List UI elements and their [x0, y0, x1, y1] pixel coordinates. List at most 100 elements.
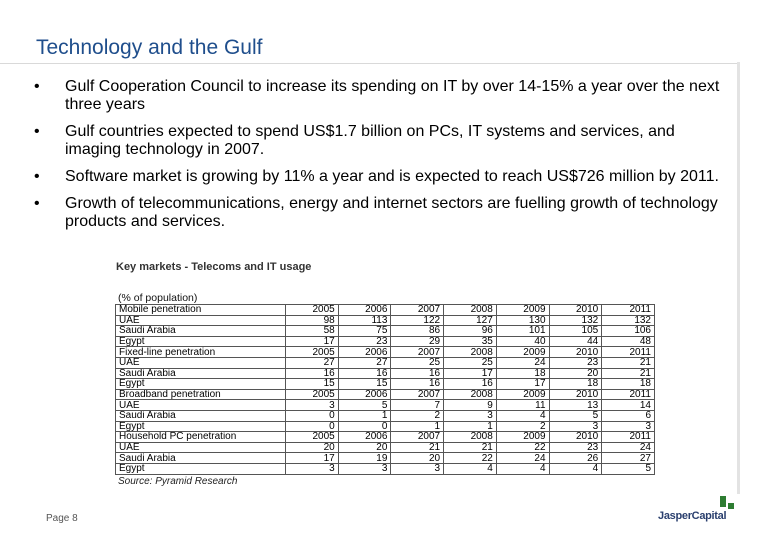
value-cell: 27	[337, 356, 392, 369]
value-cell: 1	[390, 420, 445, 433]
value-cell: 17	[495, 378, 550, 390]
value-cell: 3	[601, 420, 655, 433]
value-cell: 23	[548, 441, 603, 454]
value-cell: 18	[548, 378, 603, 390]
value-cell: 1	[443, 420, 497, 433]
value-cell: 5	[548, 409, 603, 422]
year-header-cell: 2008	[443, 346, 497, 358]
year-header-cell: 2007	[390, 431, 445, 443]
year-header-cell: 2010	[548, 304, 603, 316]
year-header-cell: 2006	[337, 431, 392, 443]
table-title: Key markets - Telecoms and IT usage	[116, 261, 312, 273]
year-header-cell: 2010	[548, 388, 603, 401]
value-cell: 11	[495, 399, 550, 411]
year-header-cell: 2011	[601, 388, 655, 401]
value-cell: 20	[337, 441, 392, 454]
value-cell: 4	[548, 462, 603, 475]
year-header-cell: 2010	[548, 431, 603, 443]
year-header-cell: 2005	[285, 346, 339, 358]
year-header-cell: 2007	[390, 346, 445, 358]
year-header-cell: 2005	[285, 304, 339, 316]
value-cell: 16	[390, 378, 445, 390]
value-cell: 130	[495, 314, 550, 327]
value-cell: 24	[495, 452, 550, 464]
year-header-cell: 2007	[390, 388, 445, 401]
bullet-dot: •	[34, 168, 40, 185]
value-cell: 101	[495, 325, 550, 337]
value-cell: 105	[548, 325, 603, 337]
value-cell: 17	[285, 452, 339, 464]
value-cell: 75	[337, 325, 392, 337]
value-cell: 4	[495, 409, 550, 422]
value-cell: 9	[443, 399, 497, 411]
value-cell: 98	[285, 314, 339, 327]
year-header-cell: 2010	[548, 346, 603, 358]
value-cell: 3	[285, 399, 339, 411]
year-header-cell: 2007	[390, 304, 445, 316]
value-cell: 58	[285, 325, 339, 337]
title-underline	[0, 63, 740, 64]
country-cell: Saudi Arabia	[115, 409, 286, 422]
telecom-table-container: (% of population) Mobile penetration 2005…	[115, 293, 655, 487]
value-cell: 132	[548, 314, 603, 327]
value-cell: 27	[285, 356, 339, 369]
value-cell: 21	[601, 356, 655, 369]
table-row: UAE 27 27 25 25 24 23 21	[115, 356, 655, 369]
country-cell: Saudi Arabia	[115, 452, 286, 464]
value-cell: 5	[337, 399, 392, 411]
value-cell: 132	[601, 314, 655, 327]
value-cell: 13	[548, 399, 603, 411]
year-header-cell: 2005	[285, 388, 339, 401]
country-cell: Saudi Arabia	[115, 367, 286, 380]
value-cell: 23	[337, 335, 392, 348]
bullet-dot: •	[34, 195, 40, 212]
year-header-cell: 2011	[601, 346, 655, 358]
value-cell: 122	[390, 314, 445, 327]
bullet-text: Software market is growing by 11% a year…	[65, 168, 719, 185]
value-cell: 26	[548, 452, 603, 464]
bullet-text: Gulf countries expected to spend US$1.7 …	[65, 123, 675, 158]
bullet-text: Gulf Cooperation Council to increase its…	[65, 78, 720, 113]
value-cell: 48	[601, 335, 655, 348]
value-cell: 5	[601, 462, 655, 475]
section-header-label: Mobile penetration	[115, 304, 286, 316]
value-cell: 44	[548, 335, 603, 348]
section-header-label: Household PC penetration	[115, 431, 286, 443]
value-cell: 2	[390, 409, 445, 422]
bullet-list: • Gulf Cooperation Council to increase i…	[30, 78, 720, 240]
value-cell: 4	[443, 462, 497, 475]
year-header-cell: 2005	[285, 431, 339, 443]
country-cell: UAE	[115, 399, 286, 411]
right-border-line	[737, 62, 740, 494]
table-row: Saudi Arabia 16 16 16 17 18 20 21	[115, 367, 655, 380]
slide-title: Technology and the Gulf	[36, 36, 263, 59]
value-cell: 106	[601, 325, 655, 337]
country-cell: UAE	[115, 314, 286, 327]
year-header-cell: 2006	[337, 388, 392, 401]
country-cell: Egypt	[115, 420, 286, 433]
year-header-cell: 2009	[495, 346, 550, 358]
value-cell: 3	[337, 462, 392, 475]
table-row: Egypt 3 3 3 4 4 4 5	[115, 462, 655, 475]
value-cell: 3	[390, 462, 445, 475]
year-header-cell: 2011	[601, 304, 655, 316]
value-cell: 19	[337, 452, 392, 464]
value-cell: 96	[443, 325, 497, 337]
value-cell: 21	[390, 441, 445, 454]
table-row: UAE 20 20 21 21 22 23 24	[115, 441, 655, 454]
section-header-row: Broadband penetration 2005 2006 2007 2008 200…	[115, 388, 655, 401]
country-cell: Egypt	[115, 335, 286, 348]
table-row: Saudi Arabia 0 1 2 3 4 5 6	[115, 409, 655, 422]
value-cell: 0	[285, 409, 339, 422]
value-cell: 16	[390, 367, 445, 380]
value-cell: 17	[443, 367, 497, 380]
value-cell: 0	[337, 420, 392, 433]
bullet-item: • Software market is growing by 11% a ye…	[30, 168, 720, 186]
value-cell: 3	[548, 420, 603, 433]
value-cell: 4	[495, 462, 550, 475]
year-header-cell: 2008	[443, 431, 497, 443]
value-cell: 20	[548, 367, 603, 380]
logo-text: JasperCapital	[658, 510, 727, 522]
table-body: Mobile penetration 2005 2006 2007 2008 2009 20…	[115, 304, 655, 475]
country-cell: Egypt	[115, 462, 286, 475]
